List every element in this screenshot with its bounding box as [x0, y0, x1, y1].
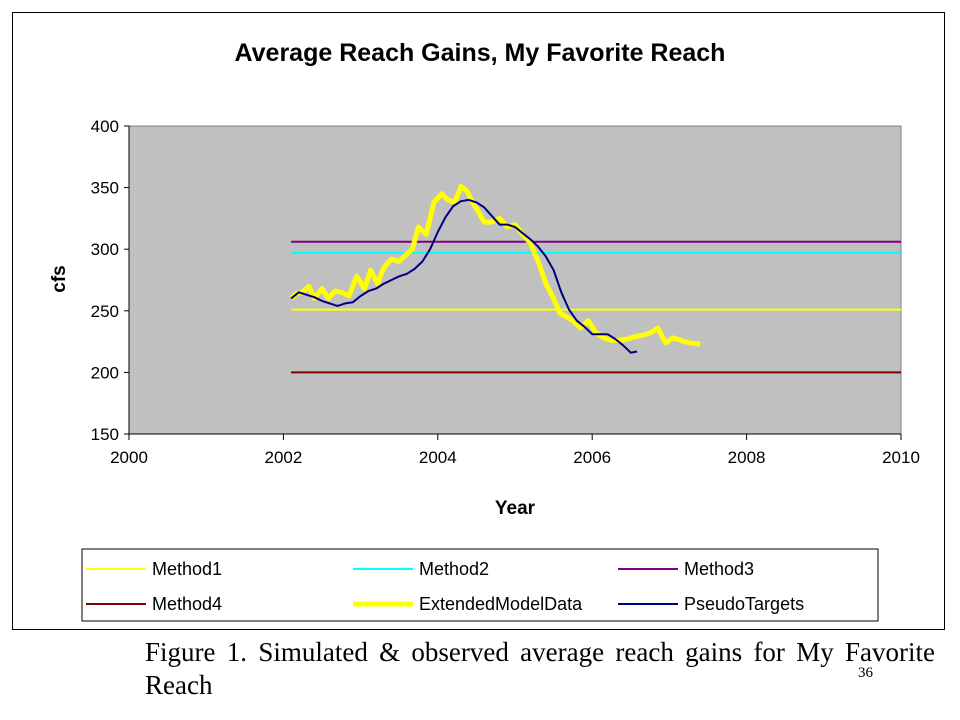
legend-box — [81, 548, 879, 622]
legend: Method1 Method2 Method3 Method4 ExtendedMode… — [86, 559, 804, 614]
legend-label-method4: Method4 — [152, 594, 222, 614]
page-number: 36 — [858, 665, 873, 681]
x-tick-label: 2008 — [728, 448, 766, 467]
legend-label-method2: Method2 — [419, 559, 489, 579]
x-axis-label: Year — [495, 498, 536, 519]
x-tick-label: 2002 — [264, 448, 302, 467]
figure-caption: Figure 1. Simulated & observed average r… — [145, 637, 935, 700]
chart-title: Average Reach Gains, My Favorite Reach — [235, 39, 726, 67]
y-axis: 150 200 250 300 350 400 — [91, 117, 130, 444]
x-tick-label: 2006 — [573, 448, 611, 467]
y-tick-label: 200 — [91, 363, 119, 382]
legend-label-extendedmodeldata: ExtendedModelData — [419, 594, 583, 614]
x-axis: 2000 2002 2004 2006 2008 2010 — [110, 433, 920, 467]
legend-label-method3: Method3 — [684, 559, 754, 579]
series-line-extendedmodeldata — [289, 183, 701, 347]
x-tick-label: 2004 — [419, 448, 457, 467]
legend-label-pseudotargets: PseudoTargets — [684, 594, 804, 614]
series-layer — [289, 183, 901, 374]
x-tick-label: 2010 — [882, 448, 920, 467]
y-tick-label: 400 — [91, 117, 119, 136]
x-tick-label: 2000 — [110, 448, 148, 467]
series-line-pseudotargets — [290, 198, 638, 354]
line-chart: Average Reach Gains, My Favorite Reach 1… — [49, 39, 920, 622]
y-tick-label: 150 — [91, 425, 119, 444]
plot-area — [128, 125, 902, 435]
y-tick-label: 250 — [91, 302, 119, 321]
legend-label-method1: Method1 — [152, 559, 222, 579]
y-tick-label: 300 — [91, 240, 119, 259]
chart-frame: Average Reach Gains, My Favorite Reach 1… — [12, 12, 945, 630]
y-tick-label: 350 — [91, 179, 119, 198]
y-axis-label: cfs — [49, 265, 70, 292]
